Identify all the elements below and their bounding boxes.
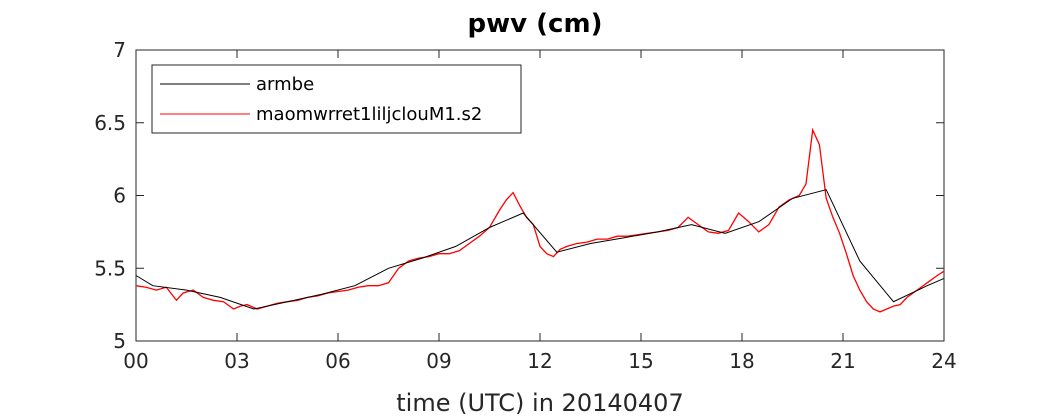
series-line-0 bbox=[135, 189, 945, 310]
series-line-1 bbox=[135, 127, 945, 313]
legend-label-armbe: armbe bbox=[256, 74, 314, 95]
x-axis-label: time (UTC) in 20140407 bbox=[396, 389, 683, 417]
x-tick-label: 12 bbox=[527, 349, 552, 373]
x-tick-label: 15 bbox=[628, 349, 653, 373]
x-tick-label: 18 bbox=[729, 349, 754, 373]
legend-label-mwrret: maomwrret1liljclouM1.s2 bbox=[256, 104, 482, 125]
series-layer bbox=[135, 127, 945, 313]
y-tick-label: 6 bbox=[113, 184, 126, 208]
y-tick-label: 5 bbox=[113, 329, 126, 353]
x-tick-label: 00 bbox=[123, 349, 148, 373]
x-tick-label: 03 bbox=[224, 349, 249, 373]
chart-title: pwv (cm) bbox=[468, 9, 603, 39]
x-tick-label: 09 bbox=[426, 349, 451, 373]
y-tick-label: 5.5 bbox=[94, 256, 126, 280]
x-tick-label: 06 bbox=[325, 349, 350, 373]
legend-box bbox=[151, 64, 522, 134]
ticks-layer: 00 03 06 09 12 15 18 21 24 5 5.5 6 6.5 7 bbox=[94, 38, 957, 373]
x-tick-label: 24 bbox=[931, 349, 956, 373]
y-tick-label: 7 bbox=[113, 38, 126, 62]
legend: armbe maomwrret1liljclouM1.s2 bbox=[151, 64, 522, 134]
x-tick-label: 21 bbox=[830, 349, 855, 373]
y-tick-label: 6.5 bbox=[94, 111, 126, 135]
